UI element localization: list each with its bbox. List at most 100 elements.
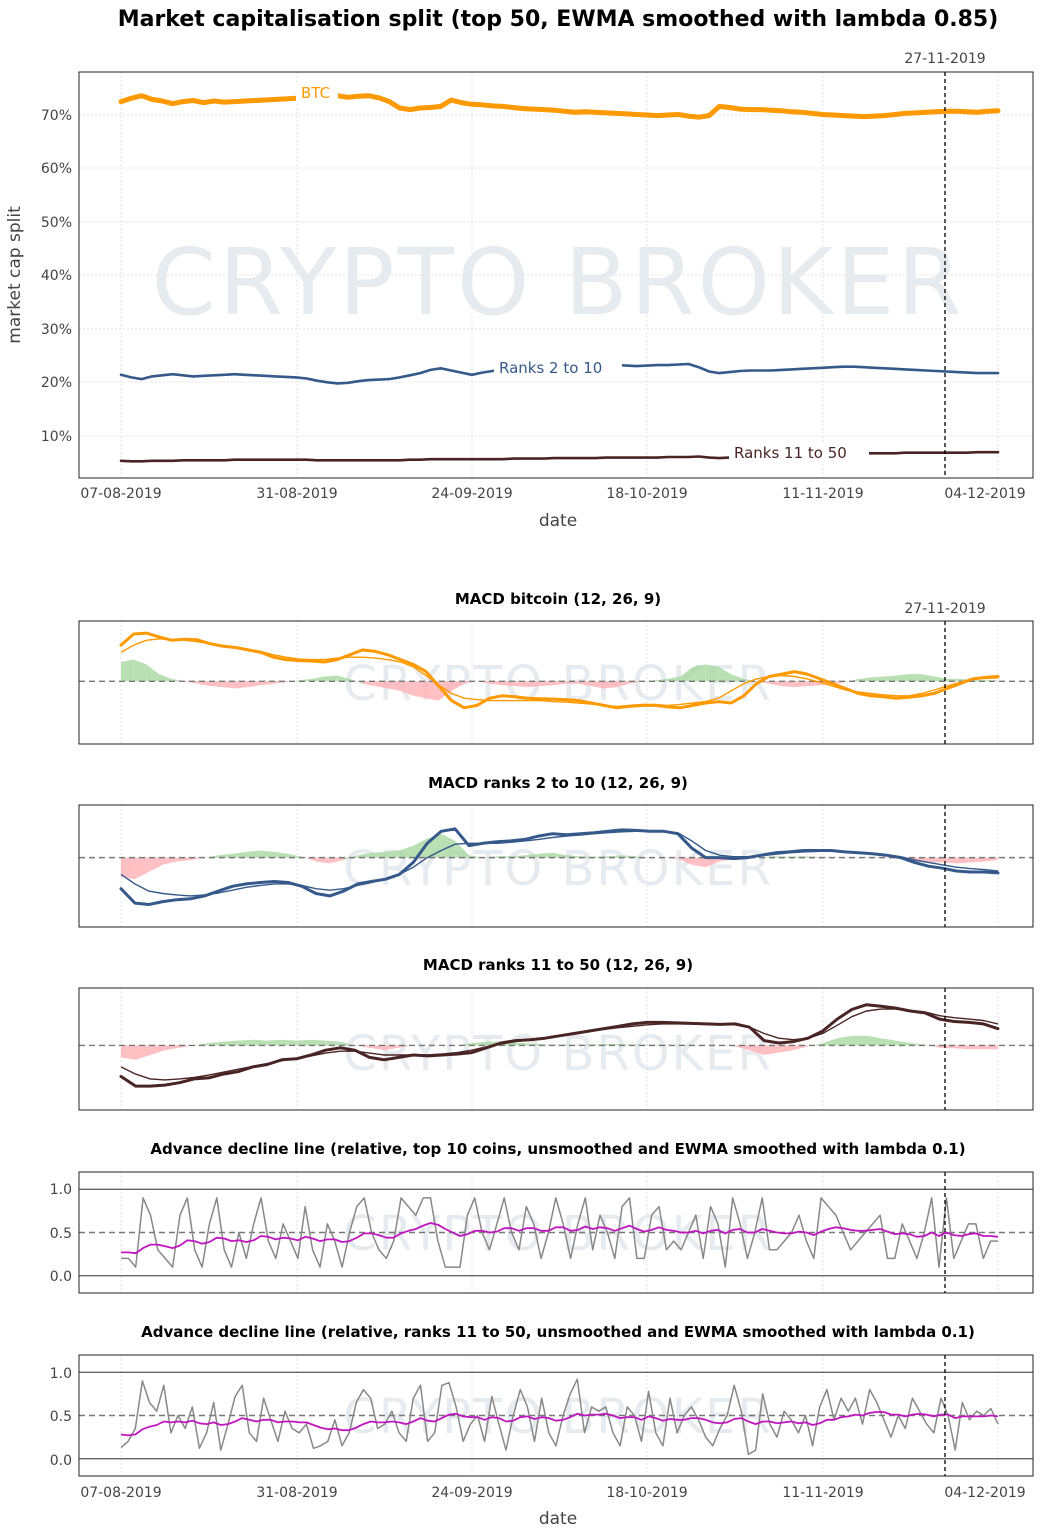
histogram-area: [464, 681, 477, 684]
panel-title: MACD bitcoin (12, 26, 9): [455, 590, 661, 608]
histogram-area: [246, 850, 261, 858]
y-tick-label: 20%: [41, 375, 72, 391]
macd-plot: [79, 621, 1033, 744]
histogram-area: [357, 852, 372, 858]
series-label-bg: [296, 82, 338, 104]
histogram-area: [371, 851, 386, 858]
x-tick-label: 24-09-2019: [431, 1485, 512, 1501]
histogram-area: [121, 857, 135, 880]
panel-title: Advance decline line (relative, top 10 c…: [150, 1140, 965, 1158]
histogram-area: [883, 675, 897, 682]
series-label-bg: [494, 357, 622, 379]
plot-frame: [78, 1354, 1034, 1477]
histogram-area: [329, 857, 344, 864]
histogram-area: [288, 853, 302, 858]
histogram-area: [194, 1043, 209, 1046]
histogram-area: [455, 840, 469, 858]
histogram-area: [384, 1045, 399, 1051]
macd-line: [119, 631, 1000, 710]
panel-macd-btc: MACD bitcoin (12, 26, 9) 27-11-2019 CRYP…: [78, 590, 1034, 745]
histogram-area: [983, 1045, 998, 1050]
histogram-area: [524, 853, 539, 858]
histogram-area: [315, 857, 330, 864]
panel-title: Advance decline line (relative, ranks 11…: [141, 1323, 975, 1341]
histogram-area: [121, 659, 134, 682]
x-tick-label: 07-08-2019: [80, 486, 161, 502]
x-tick-label: 04-12-2019: [944, 486, 1025, 502]
histogram-area: [808, 1043, 823, 1047]
x-tick-labels: 07-08-2019 31-08-2019 24-09-2019 18-10-2…: [80, 486, 1025, 502]
histogram-area: [164, 1045, 180, 1051]
histogram-area: [148, 857, 163, 872]
panel-market-cap: CRYPTO BROKER 10% 20% 30% 40% 50% 60% 70…: [5, 51, 1034, 531]
histogram-area: [159, 674, 172, 682]
adl-plot: [79, 1172, 1033, 1293]
histogram-area: [924, 1044, 940, 1048]
histogram-area: [705, 664, 719, 682]
x-axis-label: date: [539, 511, 577, 531]
histogram-area: [281, 1039, 297, 1046]
y-tick-label: 0.0: [50, 1269, 72, 1285]
marker-label: 27-11-2019: [904, 601, 985, 617]
histogram-area: [778, 1045, 794, 1053]
histogram-area: [677, 857, 692, 865]
histogram-area: [208, 1041, 224, 1046]
histogram-area: [909, 674, 922, 682]
x-tick-label: 31-08-2019: [256, 1485, 337, 1501]
panel-title: MACD ranks 11 to 50 (12, 26, 9): [423, 956, 693, 974]
x-tick-labels: 07-08-2019 31-08-2019 24-09-2019 18-10-2…: [80, 1485, 1025, 1501]
histogram-area: [387, 681, 401, 691]
histogram-area: [578, 681, 592, 687]
histogram-area: [921, 674, 935, 682]
x-tick-label: 18-10-2019: [606, 486, 687, 502]
macd-line: [119, 827, 1000, 906]
histogram-area: [260, 850, 275, 858]
ewma-line: [121, 1222, 999, 1255]
series-line-btc: [118, 88, 1001, 120]
y-tick-label: 10%: [41, 429, 72, 445]
series-label-ranks-2-10: Ranks 2 to 10: [499, 359, 602, 377]
watermark: CRYPTO BROKER: [152, 229, 965, 336]
x-tick-label: 24-09-2019: [431, 486, 512, 502]
histogram-area: [845, 678, 859, 683]
histogram-area: [705, 857, 720, 868]
histogram-area: [176, 857, 191, 862]
histogram-area: [731, 674, 744, 682]
histogram-area: [781, 681, 795, 688]
histogram-area: [385, 850, 400, 858]
histogram-area: [851, 1035, 867, 1046]
histogram-area: [866, 1035, 882, 1046]
histogram-area: [237, 1039, 253, 1046]
panel-adl-top10: Advance decline line (relative, top 10 c…: [50, 1140, 1034, 1294]
series-labels: BTC Ranks 2 to 10 Ranks 11 to 50: [296, 82, 869, 464]
y-tick-label: 0.5: [50, 1409, 72, 1425]
histogram-area: [956, 857, 971, 864]
x-tick-label: 18-10-2019: [606, 1485, 687, 1501]
histogram-area: [807, 681, 821, 687]
histogram-area: [296, 1039, 311, 1046]
histogram-area: [616, 681, 630, 688]
plot-frame: [78, 71, 1034, 479]
histogram-area: [604, 681, 617, 689]
histogram-area: [311, 1039, 326, 1046]
histogram-area: [222, 681, 236, 689]
histogram-area: [553, 681, 566, 686]
series-label-btc: BTC: [301, 84, 330, 102]
y-tick-label: 40%: [41, 268, 72, 284]
histogram-area: [134, 857, 149, 880]
histogram-area: [667, 676, 681, 682]
histogram-area: [325, 1040, 341, 1046]
x-tick-label: 31-08-2019: [256, 486, 337, 502]
histogram-area: [793, 1045, 808, 1051]
histogram-area: [756, 681, 770, 684]
histogram-area: [218, 853, 233, 858]
histogram-area: [881, 1038, 896, 1046]
histogram-area: [135, 1045, 151, 1060]
histogram-area: [928, 857, 943, 863]
histogram-area: [399, 845, 414, 858]
histogram-area: [426, 681, 439, 701]
raw-line: [121, 1197, 998, 1268]
panel-macd-11-50: MACD ranks 11 to 50 (12, 26, 9) CRYPTO B…: [78, 956, 1034, 1111]
histogram-area: [934, 676, 948, 682]
panel-macd-2-10: MACD ranks 2 to 10 (12, 26, 9) CRYPTO BR…: [78, 774, 1034, 928]
